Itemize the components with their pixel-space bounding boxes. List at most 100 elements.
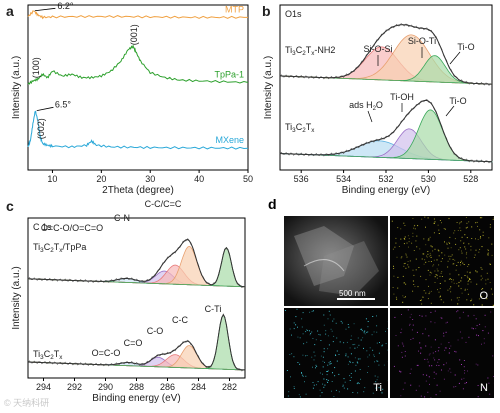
map-dot — [430, 261, 432, 262]
map-dot — [431, 272, 433, 274]
map-dot — [443, 335, 445, 337]
map-dot — [352, 344, 354, 346]
map-dot — [444, 228, 446, 230]
map-dot — [357, 392, 359, 394]
map-dot — [492, 304, 494, 306]
map-dot — [464, 370, 466, 371]
map-dot — [328, 344, 330, 346]
map-dot — [454, 230, 456, 232]
map-dot — [304, 381, 305, 383]
map-dot — [445, 362, 447, 364]
map-dot — [372, 349, 374, 351]
map-dot — [414, 224, 416, 226]
c1s-xtick-label-3: 288 — [129, 382, 144, 392]
map-dot — [315, 339, 317, 341]
map-dot — [457, 230, 459, 231]
panel-a-frame — [27, 4, 249, 171]
map-dot — [297, 362, 299, 363]
xrd-xtick-label-2: 30 — [145, 174, 155, 184]
map-dot — [343, 387, 345, 389]
map-dot — [467, 315, 469, 317]
map-dot — [425, 315, 427, 317]
map-dot — [401, 314, 402, 315]
map-dot — [480, 275, 482, 277]
map-dot — [403, 238, 405, 239]
map-dot — [328, 362, 330, 364]
map-dot — [305, 393, 307, 395]
map-dot — [466, 299, 468, 301]
map-dot — [319, 334, 321, 336]
map-dot — [326, 374, 328, 376]
o1s-sample-label-1: Ti3C2Tx — [285, 122, 315, 134]
map-dot — [408, 238, 410, 240]
map-dot — [334, 375, 336, 377]
map-dot — [425, 380, 427, 382]
map-dot — [311, 310, 313, 312]
map-dot — [352, 392, 354, 393]
map-dot — [385, 330, 386, 332]
map-dot — [425, 292, 427, 294]
map-dot — [397, 287, 399, 289]
map-dot — [454, 259, 456, 261]
map-dot — [354, 343, 356, 345]
map-dot — [286, 370, 288, 371]
map-dot — [356, 346, 358, 348]
map-dot — [490, 263, 491, 265]
map-dot — [460, 260, 462, 262]
map-dot — [457, 339, 459, 341]
map-dot — [427, 239, 429, 241]
map-dot — [404, 355, 406, 357]
map-dot — [376, 331, 378, 333]
map-dot — [348, 326, 350, 328]
map-dot — [468, 278, 470, 280]
map-dot — [407, 261, 409, 262]
map-dot — [401, 328, 403, 330]
map-dot — [299, 363, 301, 365]
map-dot — [316, 366, 318, 367]
map-dot — [458, 249, 460, 251]
map-dot — [456, 311, 457, 313]
map-dot — [327, 369, 329, 371]
map-dot — [444, 241, 445, 243]
map-dot — [483, 338, 485, 340]
map-dot — [439, 390, 441, 392]
map-dot — [463, 377, 465, 379]
map-dot — [394, 316, 396, 318]
map-dot — [413, 250, 415, 251]
map-dot — [467, 277, 469, 279]
map-dot — [353, 323, 355, 325]
map-dot — [382, 388, 384, 390]
map-dot — [402, 301, 404, 303]
map-dot — [492, 355, 494, 357]
map-dot — [367, 321, 369, 322]
ti-map-dots — [284, 308, 388, 398]
map-dot — [439, 283, 441, 284]
map-dot — [403, 243, 405, 245]
map-dot — [443, 364, 445, 366]
map-dot — [427, 361, 429, 363]
map-dot — [461, 337, 463, 339]
map-dot — [482, 288, 484, 289]
map-dot — [415, 240, 417, 242]
map-dot — [407, 309, 409, 311]
map-dot — [363, 391, 365, 393]
map-dot — [476, 334, 478, 336]
xrd-annotation-0-line — [34, 7, 56, 12]
map-dot — [336, 350, 338, 352]
map-dot — [319, 389, 321, 391]
xrd-xtick-label-3: 40 — [194, 174, 204, 184]
map-dot — [396, 256, 398, 258]
map-dot — [401, 356, 403, 358]
map-dot — [433, 371, 435, 373]
map-dot — [477, 225, 478, 227]
map-dot — [381, 391, 383, 393]
map-dot — [401, 256, 403, 258]
map-dot — [441, 317, 443, 319]
map-dot — [365, 318, 367, 320]
map-dot — [427, 217, 429, 219]
map-dot — [334, 367, 336, 369]
map-dot — [425, 261, 427, 263]
o1s-peak-label-1-2: Ti-O — [449, 96, 466, 106]
map-dot — [470, 300, 471, 302]
map-dot — [467, 283, 469, 285]
